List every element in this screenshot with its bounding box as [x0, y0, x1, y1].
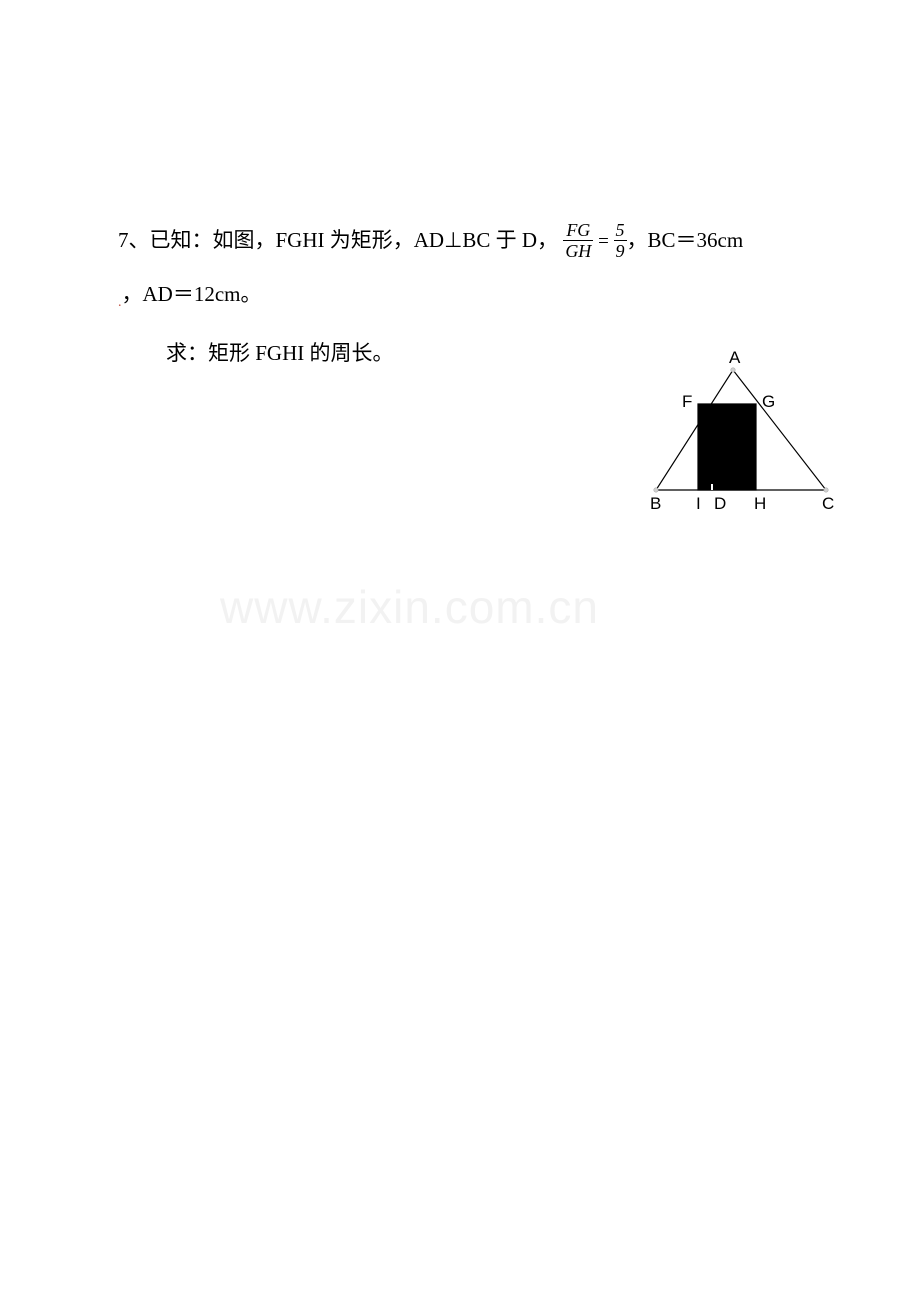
fraction-denominator: GH [563, 241, 593, 260]
diagram-svg [638, 362, 848, 542]
geometry-diagram: AFGBIDHC [638, 362, 848, 542]
text-1a: 已知：如图，FGHI 为矩形，AD⊥BC 于 D， [150, 228, 559, 252]
fraction-numerator-2: 5 [614, 221, 627, 241]
diagram-label-D: D [714, 494, 726, 514]
problem-line-2: .，AD＝12cm。 [118, 276, 808, 321]
problem-number: 7、 [118, 228, 150, 252]
problem-line-1: 7、已知：如图，FGHI 为矩形，AD⊥BC 于 D， FG GH = 5 9 … [118, 222, 808, 262]
diagram-label-G: G [762, 392, 775, 412]
diagram-label-A: A [729, 348, 740, 368]
fraction-denominator-2: 9 [614, 241, 627, 260]
text-2a: ，AD＝12cm。 [122, 282, 262, 306]
problem-content: 7、已知：如图，FGHI 为矩形，AD⊥BC 于 D， FG GH = 5 9 … [118, 222, 808, 371]
diagram-label-B: B [650, 494, 661, 514]
watermark-text: www.zixin.com.cn [220, 580, 599, 634]
fraction-numerator: FG [563, 221, 593, 241]
text-1b: ，BC＝36cm [627, 228, 744, 252]
fraction-fg-gh: FG GH [563, 221, 593, 260]
fraction-5-9: 5 9 [614, 221, 627, 260]
diagram-label-C: C [822, 494, 834, 514]
equals-sign: = [593, 231, 613, 252]
diagram-label-H: H [754, 494, 766, 514]
diagram-label-I: I [696, 494, 701, 514]
diagram-label-F: F [682, 392, 692, 412]
